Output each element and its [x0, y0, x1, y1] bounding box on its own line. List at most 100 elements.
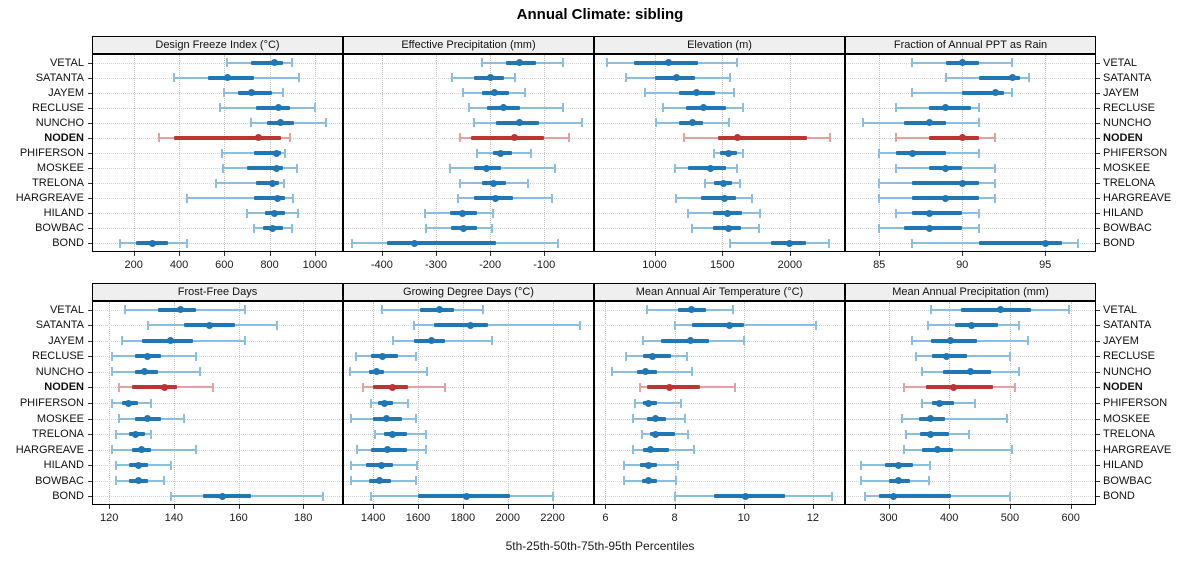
x-tick-label: -200	[479, 259, 502, 271]
x-tick-label: -300	[425, 259, 448, 271]
whisker-cap	[111, 351, 114, 361]
median-dot	[125, 399, 133, 407]
strip-title: Effective Precipitation (mm)	[401, 38, 536, 51]
median-dot	[376, 477, 384, 485]
whisker-cap	[296, 208, 299, 218]
whisker-line	[901, 417, 1007, 420]
row-gridline	[93, 480, 342, 482]
median-dot	[516, 119, 524, 127]
y-tick-mark	[88, 122, 92, 124]
median-dot	[247, 89, 255, 97]
median-dot	[645, 461, 653, 469]
row-gridline	[93, 62, 342, 64]
whisker-cap	[221, 148, 224, 158]
whisker-cap	[623, 476, 626, 486]
whisker-cap	[713, 148, 716, 158]
iqr-bar	[202, 494, 252, 499]
row-gridline	[344, 418, 593, 420]
whisker-cap	[567, 133, 570, 143]
site-label-right: TRELONA	[1103, 428, 1155, 441]
whisker-cap	[861, 118, 864, 128]
whisker-cap	[687, 208, 690, 218]
median-dot	[462, 492, 470, 500]
whisker-cap	[685, 351, 688, 361]
median-dot	[373, 368, 381, 376]
whisker-cap	[759, 208, 762, 218]
row-gridline	[93, 387, 342, 389]
y-tick-mark	[88, 356, 92, 358]
whisker-cap	[683, 414, 686, 424]
iqr-bar	[660, 338, 710, 343]
whisker-cap	[677, 460, 679, 470]
whisker-cap	[295, 163, 298, 173]
iqr-bar	[904, 226, 963, 231]
whisker-cap	[750, 193, 753, 203]
median-dot	[254, 134, 262, 142]
site-label-left: TRELONA	[32, 428, 84, 441]
median-dot	[384, 446, 392, 454]
whisker-cap	[157, 133, 160, 143]
panel-inner	[93, 302, 342, 504]
median-dot	[383, 415, 391, 423]
whisker-cap	[283, 178, 286, 188]
site-label-left: VETAL	[49, 56, 84, 69]
whisker-cap	[117, 382, 120, 392]
median-dot	[275, 104, 283, 112]
iqr-bar	[978, 241, 1062, 246]
y-tick-mark	[88, 107, 92, 109]
whisker-cap	[182, 414, 185, 424]
whisker-cap	[243, 336, 246, 346]
row-gridline	[93, 243, 342, 245]
median-dot	[997, 306, 1005, 314]
y-tick-mark	[1096, 496, 1100, 498]
whisker-cap	[351, 238, 354, 248]
whisker-cap	[124, 305, 127, 315]
y-tick-mark	[88, 449, 92, 451]
whisker-cap	[173, 73, 176, 83]
iqr-bar	[943, 369, 991, 374]
y-tick-mark	[88, 465, 92, 467]
x-tick-label: 400	[169, 259, 189, 271]
site-label-left: BOWBAC	[35, 222, 84, 235]
median-dot	[925, 209, 933, 217]
x-tick-label: 140	[164, 512, 184, 524]
whisker-cap	[288, 133, 291, 143]
site-label-right: NUNCHO	[1103, 365, 1152, 378]
median-dot	[908, 149, 916, 157]
y-tick-mark	[1096, 198, 1100, 200]
panel-inner	[344, 55, 593, 251]
panel-strip: Growing Degree Days (°C)	[343, 283, 594, 301]
x-tick-mark	[888, 505, 890, 509]
whisker-cap	[169, 460, 172, 470]
whisker-cap	[117, 414, 120, 424]
median-dot	[958, 134, 966, 142]
iqr-bar	[955, 323, 998, 328]
median-dot	[511, 134, 518, 142]
iqr-bar	[471, 135, 545, 140]
y-tick-mark	[1096, 122, 1100, 124]
site-label-left: PHIFERSON	[19, 147, 84, 159]
whisker-cap	[1077, 238, 1080, 248]
whisker-cap	[374, 429, 377, 439]
axis-caption: 5th-25th-50th-75th-95th Percentiles	[505, 539, 695, 553]
whisker-cap	[675, 193, 678, 203]
row-gridline	[595, 434, 844, 436]
row-gridline	[344, 434, 593, 436]
iqr-bar	[255, 181, 279, 186]
panel-inner	[846, 302, 1095, 504]
whisker-cap	[1011, 88, 1013, 98]
row-gridline	[93, 465, 342, 467]
whisker-cap	[878, 148, 881, 158]
x-tick-mark	[552, 505, 554, 509]
whisker-cap	[632, 414, 635, 424]
panel-strip: Fraction of Annual PPT as Rain	[845, 36, 1096, 54]
y-tick-mark	[1096, 213, 1100, 215]
whisker-cap	[1018, 320, 1021, 330]
whisker-cap	[554, 163, 557, 173]
whisker-cap	[415, 460, 418, 470]
whisker-cap	[412, 320, 415, 330]
row-gridline	[595, 403, 844, 404]
site-label-right: MOSKEE	[1103, 162, 1151, 175]
whisker-cap	[757, 223, 760, 233]
